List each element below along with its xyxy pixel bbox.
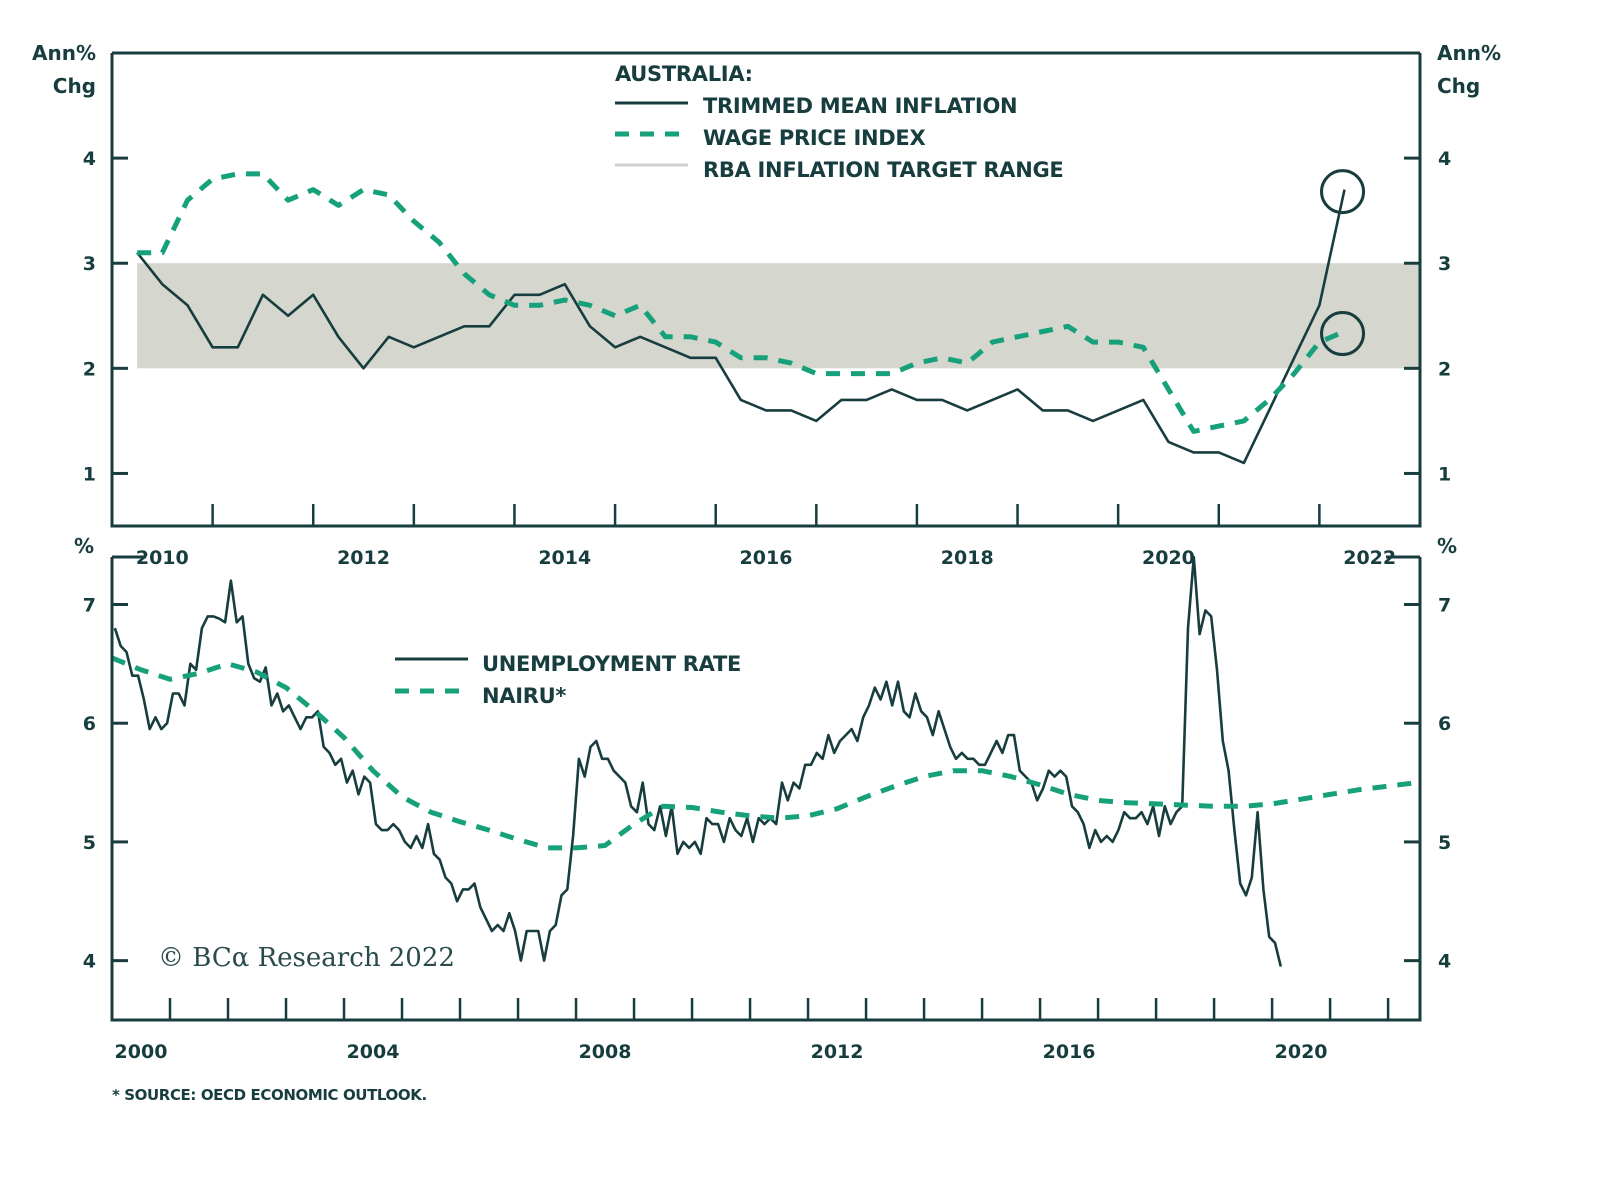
y-tick-label-right: 1 [1438,463,1451,485]
right-axis-unit-line2: Chg [1437,74,1480,98]
highlight-circle-0 [1320,169,1366,215]
right-axis-unit: % [1437,534,1457,558]
x-tick-label: 2016 [740,547,793,569]
series-line-nairu [111,655,1418,851]
y-tick-label-right: 5 [1438,832,1451,854]
y-tick-label-left: 5 [83,832,96,854]
y-tick-label-left: 4 [83,951,96,973]
y-tick-label-left: 2 [83,358,96,380]
unemployment-legend: UNEMPLOYMENT RATE NAIRU* [395,652,741,708]
x-tick-label: 2008 [579,1041,632,1063]
left-axis-unit-line1: Ann% [32,41,96,65]
axis-frame [110,557,1422,1022]
y-tick-label-left: 1 [83,463,96,485]
legend-label-wage-price-index: WAGE PRICE INDEX [703,126,925,150]
legend-label-target-range: RBA INFLATION TARGET RANGE [703,158,1063,182]
y-tick-label-right: 3 [1438,253,1451,275]
left-axis-unit: % [74,534,94,558]
series-line-wage-price-index [137,171,1346,434]
series-line-trimmed-mean-inflation [136,189,1346,465]
left-axis-unit-line2: Chg [53,74,96,98]
rba-target-band [137,263,1421,369]
y-tick-label-left: 3 [83,253,96,275]
inflation-legend: AUSTRALIA: TRIMMED MEAN INFLATION WAGE P… [615,62,1064,182]
y-tick-label-right: 2 [1438,358,1451,380]
x-tick-label: 2000 [115,1041,168,1063]
x-tick-label: 2020 [1142,547,1195,569]
y-tick-label-right: 4 [1438,951,1451,973]
y-tick-label-left: 4 [83,148,96,170]
x-tick-label: 2012 [337,547,390,569]
legend-label-unemployment: UNEMPLOYMENT RATE [482,652,741,676]
legend-label-trimmed-mean: TRIMMED MEAN INFLATION [703,94,1017,118]
y-tick-label-right: 6 [1438,713,1451,735]
legend-label-nairu: NAIRU* [482,684,566,708]
x-tick-label: 2012 [811,1041,864,1063]
unemployment-panel: 4 4 5 5 6 6 7 7 2000 2004 2008 2012 2016 2020 UNEMPLO… [74,534,1457,1063]
highlight-circle-1 [1320,311,1366,357]
x-tick-label: 2010 [136,547,189,569]
x-tick-label: 2004 [347,1041,400,1063]
axis-frame [110,53,1422,528]
legend-title: AUSTRALIA: [615,62,753,86]
y-tick-label-right: 7 [1438,594,1451,616]
x-tick-label: 2016 [1043,1041,1096,1063]
x-tick-label: 2022 [1343,547,1396,569]
y-tick-label-left: 6 [83,713,96,735]
right-axis-unit-line1: Ann% [1437,41,1501,65]
y-tick-label-left: 7 [83,594,96,616]
x-tick-label: 2018 [941,547,994,569]
y-tick-label-right: 4 [1438,148,1451,170]
inflation-panel: 1 1 2 2 3 3 4 4 2010 2012 2014 2016 2018 2020 2022 AUS… [32,41,1501,569]
source-footnote: * SOURCE: OECD ECONOMIC OUTLOOK. [112,1086,427,1104]
bca-research-logo: © BCα Research 2022 [158,943,455,973]
x-tick-label: 2014 [538,547,591,569]
x-tick-label: 2020 [1275,1041,1328,1063]
series-line-unemployment-rate [113,555,1283,967]
